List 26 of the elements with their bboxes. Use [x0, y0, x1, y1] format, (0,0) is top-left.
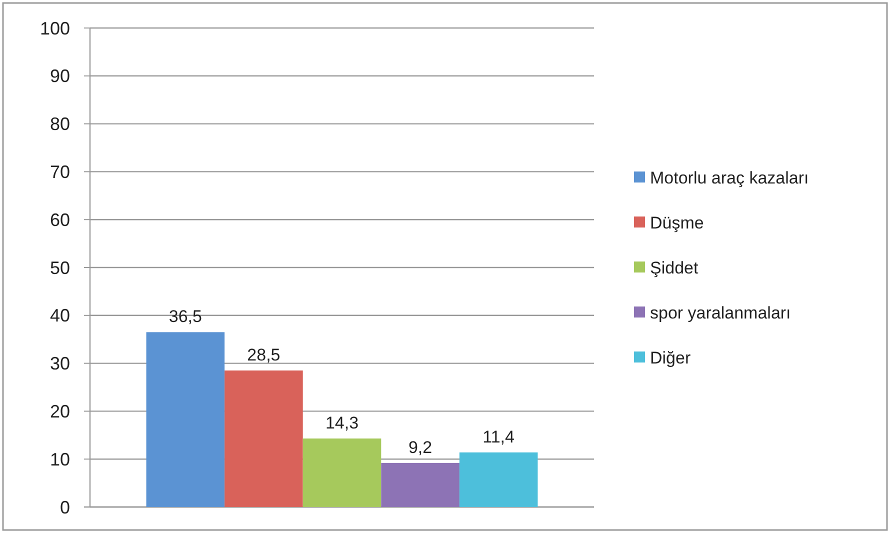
y-tick-label: 50: [50, 258, 70, 278]
data-label: 28,5: [247, 345, 280, 364]
y-tick-label: 80: [50, 114, 70, 134]
y-tick-label: 90: [50, 66, 70, 86]
y-tick-label: 20: [50, 402, 70, 422]
bar: [224, 370, 303, 507]
y-tick-label: 10: [50, 449, 70, 470]
legend-label: Diğer: [650, 348, 691, 368]
y-tick-label: 0: [60, 497, 70, 518]
data-label: 9,2: [408, 438, 432, 457]
bar: [302, 438, 382, 507]
y-tick-label: 70: [50, 162, 70, 182]
data-label: 36,5: [168, 307, 202, 326]
y-tick-label: 30: [50, 354, 70, 374]
bar: [146, 332, 225, 507]
data-label: 14,3: [325, 414, 359, 433]
bar: [381, 462, 460, 507]
legend-label: Şiddet: [650, 258, 698, 278]
y-tick-label: 60: [50, 210, 70, 230]
y-tick-label: 100: [40, 18, 70, 38]
legend-label: Motorlu araç kazaları: [650, 168, 809, 188]
legend-label: spor yaralanmaları: [650, 303, 791, 322]
bar: [459, 452, 538, 507]
y-tick-label: 40: [50, 306, 70, 326]
data-label: 11,4: [482, 427, 514, 446]
legend-label: Düşme: [650, 213, 704, 232]
